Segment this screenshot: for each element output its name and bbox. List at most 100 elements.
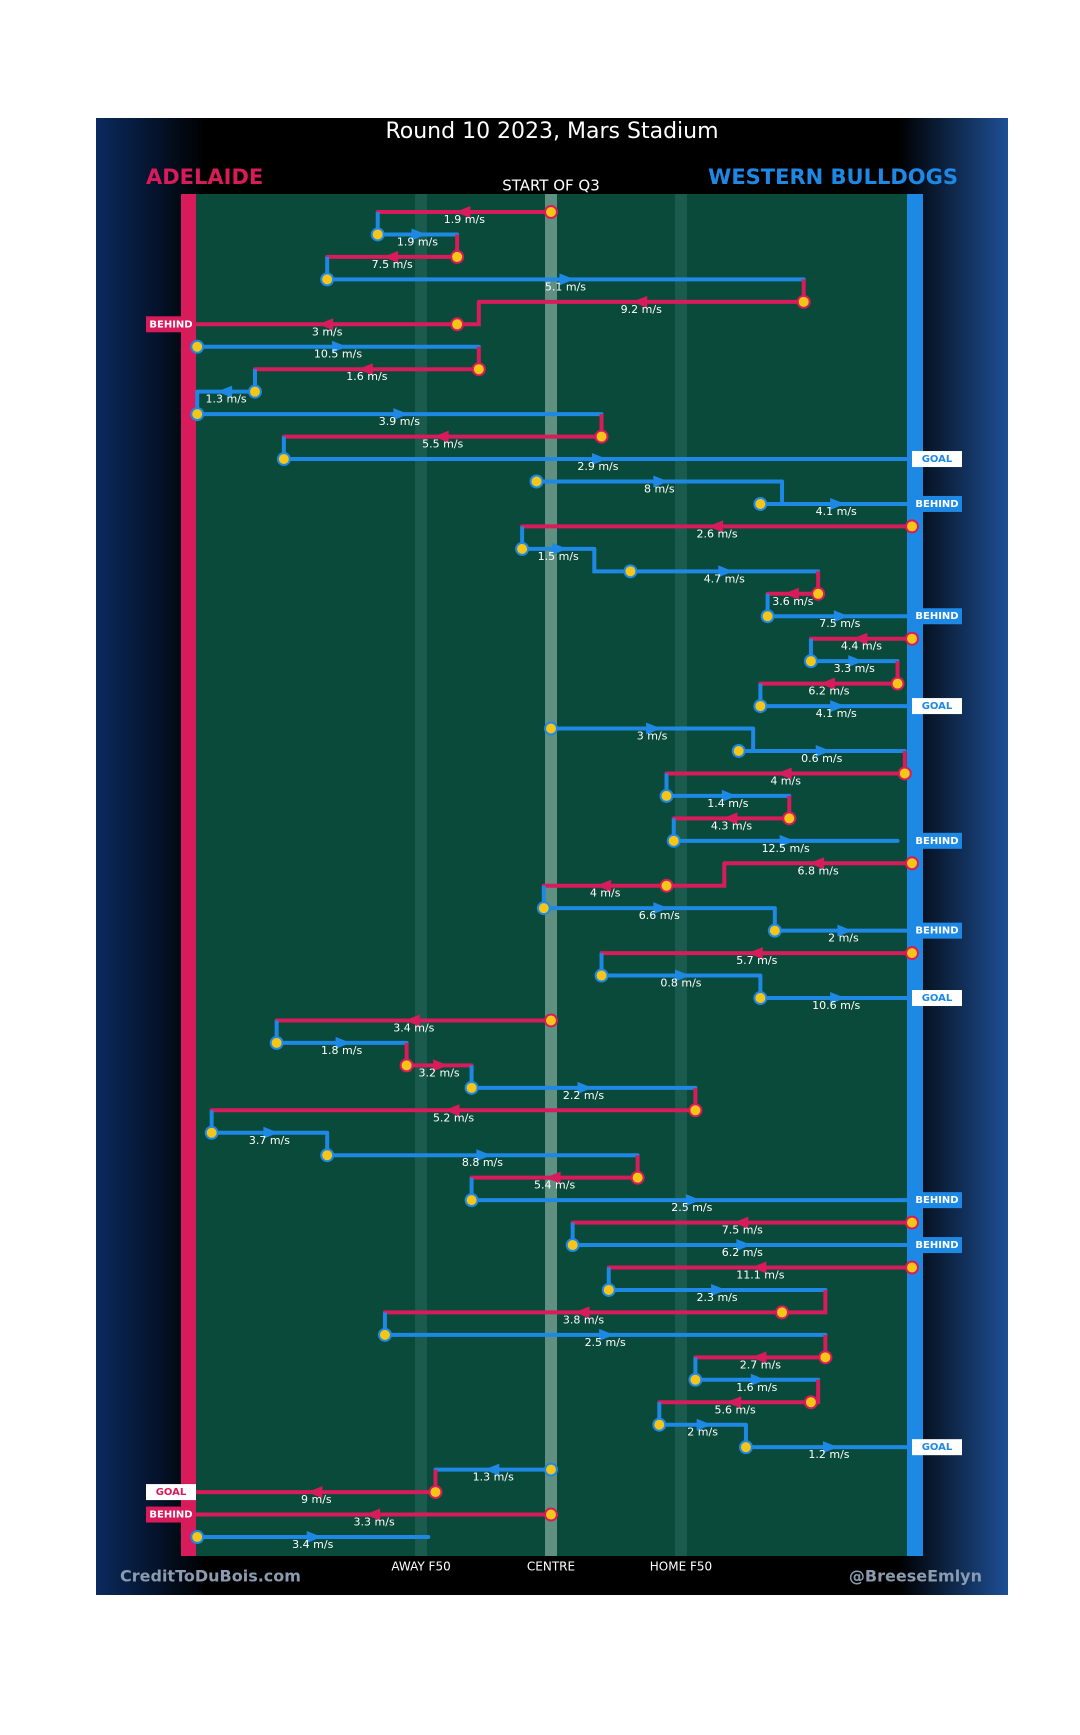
connector	[457, 301, 481, 327]
arrowhead	[455, 206, 471, 218]
speed-label: 3.3 m/s	[834, 662, 875, 675]
possession-dot	[204, 1125, 219, 1140]
possession-dot	[190, 407, 205, 422]
speed-label: 2.2 m/s	[563, 1089, 604, 1102]
arrowhead	[736, 1239, 752, 1252]
arrowhead	[779, 834, 795, 847]
possession-dot	[464, 1080, 479, 1095]
possession-dot	[688, 1372, 703, 1387]
speed-label: 6.2 m/s	[722, 1246, 763, 1259]
credit: CreditToDuBois.com	[120, 1567, 301, 1586]
arrowhead	[726, 1396, 742, 1409]
result-tag	[146, 1506, 196, 1523]
speed-label: 1.5 m/s	[538, 550, 579, 563]
arrowhead	[848, 655, 864, 668]
possession-dot	[803, 654, 818, 669]
speed-label: 5.4 m/s	[534, 1179, 575, 1192]
result-tag	[912, 495, 962, 512]
possession-dot	[399, 1058, 414, 1073]
connector	[782, 1289, 828, 1315]
arrowhead	[653, 475, 669, 488]
speed-label: 8 m/s	[644, 482, 675, 495]
speed-label: 0.6 m/s	[801, 752, 842, 765]
connector	[592, 548, 631, 574]
possession-dot	[544, 1462, 558, 1477]
possession-dot	[190, 1530, 205, 1544]
possession-dot	[269, 1035, 284, 1050]
arrowhead	[574, 1306, 590, 1319]
possession-dot	[905, 631, 919, 646]
speed-label: 6.6 m/s	[639, 909, 680, 922]
arrowhead	[404, 1014, 420, 1027]
arrowhead	[830, 700, 846, 713]
speed-label: 2.9 m/s	[577, 460, 618, 473]
credit: @BreeseEmlyn	[849, 1567, 982, 1586]
arrowhead	[852, 632, 868, 645]
possession-dot	[276, 452, 291, 467]
speed-label: 2 m/s	[828, 932, 859, 945]
arrowhead	[830, 992, 846, 1005]
arrowhead	[674, 969, 690, 982]
result-label: BEHIND	[915, 836, 958, 847]
speed-label: 2.5 m/s	[671, 1201, 712, 1214]
arrowhead	[733, 1216, 749, 1229]
result-tag	[912, 1237, 962, 1254]
result-label: BEHIND	[915, 1195, 958, 1206]
speed-label: 1.6 m/s	[346, 370, 387, 383]
possession-dot	[450, 249, 465, 264]
arrowhead	[476, 1149, 492, 1162]
speed-label: 4 m/s	[590, 887, 621, 900]
arrowhead	[776, 767, 792, 780]
arrowhead	[837, 924, 853, 937]
arrowhead	[365, 1508, 381, 1521]
possession-dot	[688, 1103, 703, 1118]
arrowhead	[545, 1171, 561, 1184]
possession-dot	[782, 811, 797, 826]
speed-label: 2.3 m/s	[696, 1291, 737, 1304]
arrowhead	[444, 1104, 460, 1117]
possession-dot	[905, 1260, 919, 1275]
possession-dot	[818, 1350, 833, 1365]
speed-label: 1.8 m/s	[321, 1044, 362, 1057]
speed-label: 1.3 m/s	[206, 393, 247, 406]
possession-dot	[565, 1238, 580, 1253]
x-tick-label: HOME F50	[650, 1560, 712, 1574]
possession-dot	[623, 564, 638, 579]
speed-label: 3.4 m/s	[393, 1021, 434, 1034]
lanes: AWAY F50 CENTRE HOME F50	[391, 194, 712, 1574]
arrowhead	[718, 565, 734, 578]
arrowhead	[722, 812, 738, 825]
result-tag	[912, 608, 962, 625]
chart-title: Round 10 2023, Mars Stadium	[385, 119, 718, 144]
possession-dot	[544, 721, 558, 736]
possession-dot	[450, 317, 465, 332]
arrowhead	[433, 1059, 449, 1072]
possession-dot	[905, 856, 919, 871]
speed-label: 1.4 m/s	[707, 797, 748, 810]
arrowhead	[306, 1531, 322, 1543]
speed-label: 3.9 m/s	[379, 415, 420, 428]
arrowhead	[596, 879, 612, 892]
result-label: BEHIND	[149, 1510, 192, 1521]
result-tag	[912, 922, 962, 939]
arrowhead	[685, 1194, 701, 1207]
speed-label: 2 m/s	[687, 1426, 718, 1439]
possession-dot	[905, 519, 919, 534]
speed-label: 1.6 m/s	[736, 1381, 777, 1394]
possession-dot	[753, 991, 768, 1006]
lane	[674, 194, 687, 1556]
arrowhead	[815, 744, 831, 757]
possession-dot	[738, 1440, 753, 1455]
speed-label: 4.4 m/s	[841, 640, 882, 653]
possession-dot	[905, 946, 919, 961]
result-label: GOAL	[922, 454, 953, 465]
speed-label: 9.2 m/s	[621, 303, 662, 316]
arrowhead	[332, 340, 348, 353]
arrowhead	[653, 902, 669, 915]
chart-subtitle: START OF Q3	[502, 177, 600, 195]
result-tag	[912, 451, 962, 468]
possession-dot	[652, 1417, 667, 1432]
speed-label: 4 m/s	[770, 774, 801, 787]
possession-dot	[753, 496, 768, 511]
possession-dot	[796, 294, 811, 309]
